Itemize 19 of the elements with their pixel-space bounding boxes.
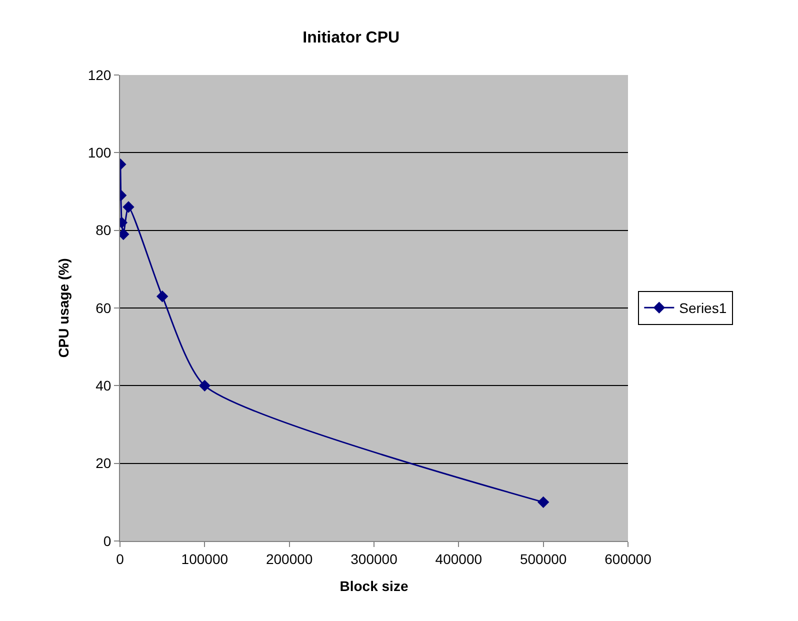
- x-tick-label: 300000: [350, 550, 398, 567]
- x-axis-title: Block size: [340, 578, 408, 594]
- y-tick-label: 40: [96, 378, 112, 394]
- y-tick-label: 80: [96, 222, 112, 238]
- x-tick-label: 200000: [266, 550, 313, 567]
- y-tick-label: 60: [96, 300, 112, 316]
- x-tick-label: 500000: [520, 550, 567, 567]
- x-tick-label: 100000: [181, 550, 228, 567]
- y-tick-label: 100: [88, 144, 112, 161]
- y-tick-label: 0: [103, 532, 112, 549]
- x-tick-label: 0: [116, 550, 124, 567]
- x-tick-label: 600000: [604, 550, 652, 567]
- y-tick-label: 120: [88, 66, 112, 83]
- y-axis-title: CPU usage (%): [55, 258, 72, 358]
- legend-label: Series1: [679, 300, 727, 316]
- chart-title: Initiator CPU: [302, 29, 400, 46]
- x-tick-label: 400000: [435, 550, 482, 567]
- y-tick-label: 20: [96, 455, 112, 472]
- point: [122, 201, 134, 213]
